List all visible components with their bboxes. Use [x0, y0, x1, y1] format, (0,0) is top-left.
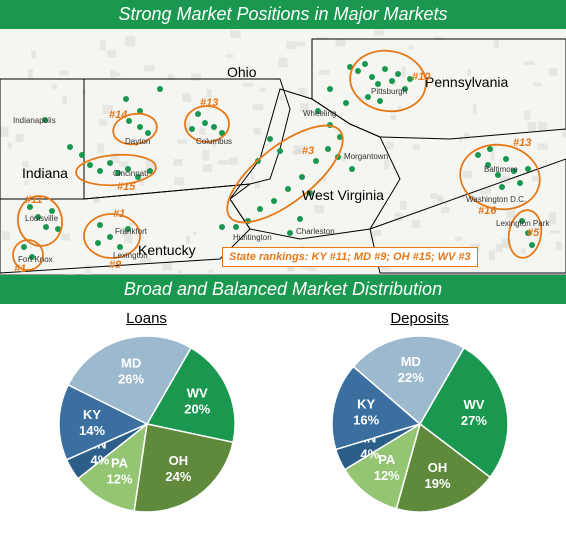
rank-label: #1 — [14, 263, 26, 275]
state-label: West Virginia — [302, 187, 384, 203]
city-label: Cincinnati — [113, 169, 148, 178]
city-label: Washington D.C. — [466, 195, 526, 204]
slice-pct: 20% — [184, 402, 210, 417]
city-label: Indianapolis — [13, 116, 56, 125]
slice-pct: 12% — [373, 468, 399, 483]
city-label: Lexington Park — [496, 219, 549, 228]
loans-title: Loans — [42, 310, 252, 327]
rank-label: #9 — [109, 259, 121, 271]
slice-label: KY — [357, 397, 375, 412]
slice-label: WV — [463, 397, 484, 412]
rank-label: #5 — [527, 227, 539, 239]
city-label: Huntington — [233, 233, 272, 242]
rank-label: #3 — [302, 145, 314, 157]
slice-pct: 12% — [106, 472, 132, 487]
loans-pie: WV20%OH24%PA12%IN4%KY14%MD26% — [42, 329, 252, 514]
market-map: OhioPennsylvaniaIndianaWest VirginiaKent… — [0, 29, 566, 275]
slice-pct: 4% — [90, 452, 109, 467]
slice-label: OH — [168, 453, 188, 468]
city-label: Louisville — [25, 214, 58, 223]
state-label: Ohio — [227, 64, 257, 80]
slice-pct: 14% — [78, 423, 104, 438]
rank-label: #10 — [412, 71, 430, 83]
rank-label: #1 — [113, 208, 125, 220]
deposits-title: Deposits — [315, 310, 525, 327]
slice-label: PA — [378, 452, 396, 467]
rank-label: #15 — [117, 181, 135, 193]
slice-pct: 22% — [397, 370, 423, 385]
slice-label: OH — [427, 460, 447, 475]
state-label: Pennsylvania — [425, 74, 508, 90]
city-label: Columbus — [196, 137, 232, 146]
city-label: Charleston — [296, 227, 335, 236]
rank-label: #13 — [200, 97, 218, 109]
slice-pct: 16% — [353, 413, 379, 428]
slice-pct: 4% — [360, 446, 379, 461]
rankings-box: State rankings: KY #11; MD #9; OH #15; W… — [222, 247, 478, 267]
rank-label: #11 — [25, 194, 43, 206]
rank-label: #14 — [109, 109, 127, 121]
pie-row: Loans WV20%OH24%PA12%IN4%KY14%MD26% Depo… — [0, 304, 566, 514]
slice-label: KY — [82, 407, 100, 422]
slice-label: MD — [400, 354, 420, 369]
rank-label: #13 — [513, 137, 531, 149]
banner-top: Strong Market Positions in Major Markets — [0, 0, 566, 29]
slice-label: WV — [186, 386, 207, 401]
city-label: Baltimore — [484, 165, 518, 174]
slice-label: PA — [110, 456, 128, 471]
city-label: Frankfort — [115, 227, 147, 236]
city-label: Dayton — [125, 137, 150, 146]
state-label: Indiana — [22, 165, 68, 181]
city-label: Morgantown — [344, 152, 388, 161]
deposits-col: Deposits WV27%OH19%PA12%IN4%KY16%MD22% — [315, 310, 525, 514]
city-label: Wheeling — [303, 109, 336, 118]
deposits-pie: WV27%OH19%PA12%IN4%KY16%MD22% — [315, 329, 525, 514]
slice-pct: 19% — [424, 476, 450, 491]
banner-mid: Broad and Balanced Market Distribution — [0, 275, 566, 304]
rank-label: #16 — [478, 205, 496, 217]
slice-pct: 26% — [118, 371, 144, 386]
slice-pct: 27% — [460, 413, 486, 428]
slice-pct: 24% — [165, 469, 191, 484]
slice-label: MD — [120, 355, 140, 370]
loans-col: Loans WV20%OH24%PA12%IN4%KY14%MD26% — [42, 310, 252, 514]
city-label: Pittsburgh — [371, 87, 407, 96]
